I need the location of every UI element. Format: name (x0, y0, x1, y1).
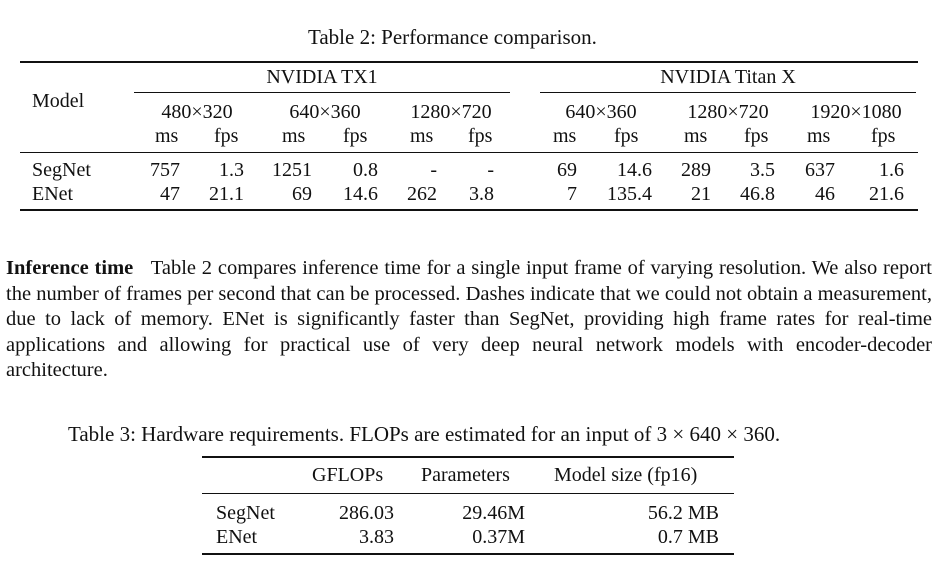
table3-header-model-size: Model size (fp16) (554, 464, 698, 486)
table2-cell: 289 (681, 159, 711, 181)
table2-unit-fps: fps (214, 125, 239, 147)
table2-unit-ms: ms (684, 125, 708, 147)
table2-unit-fps: fps (744, 125, 769, 147)
table2-cell: - (430, 159, 437, 181)
table2-top-rule (20, 61, 918, 63)
table3-cell: 0.7 MB (657, 526, 719, 548)
table3-mid-rule (202, 493, 734, 494)
table2-unit-ms: ms (807, 125, 831, 147)
table2-cell: 1251 (272, 159, 312, 181)
table2-cell: 21.6 (869, 183, 904, 205)
table3-cell: 56.2 MB (647, 502, 719, 524)
table2-res-tx1-2: 640×360 (289, 101, 361, 123)
table2-model-header: Model (32, 90, 85, 112)
table2-cell: 7 (567, 183, 577, 205)
table2-unit-ms: ms (155, 125, 179, 147)
table2-res-tx1-3: 1280×720 (410, 101, 492, 123)
table2-cell: 21.1 (209, 183, 244, 205)
table3-header-parameters: Parameters (421, 464, 510, 486)
table2-cell: 1.6 (879, 159, 904, 181)
table2-unit-ms: ms (282, 125, 306, 147)
table3-bottom-rule (202, 553, 734, 555)
table2-cell: 69 (292, 183, 312, 205)
table2-cell: 1.3 (219, 159, 244, 181)
table3-cell: 29.46M (462, 502, 525, 524)
table3-cell: 0.37M (472, 526, 525, 548)
table3-header-gflops: GFLOPs (312, 464, 384, 486)
table2-row-model: ENet (32, 183, 74, 205)
table3-row-model: SegNet (216, 502, 275, 524)
table2-res-titan-3: 1920×1080 (810, 101, 902, 123)
table2-row-model: SegNet (32, 159, 91, 181)
table2-cell: 0.8 (353, 159, 378, 181)
table2-cell: 14.6 (617, 159, 652, 181)
table2-cell: 262 (407, 183, 437, 205)
table3-row-model: ENet (216, 526, 258, 548)
table3-top-rule (202, 456, 734, 458)
table2-res-titan-1: 640×360 (565, 101, 637, 123)
table2-mid-rule (20, 152, 918, 153)
table2-cell: 14.6 (343, 183, 378, 205)
table2-unit-fps: fps (614, 125, 639, 147)
table2-bottom-rule (20, 209, 918, 211)
table3-caption: Table 3: Hardware requirements. FLOPs ar… (68, 422, 781, 446)
table2-unit-ms: ms (553, 125, 577, 147)
table2-cell: 21 (691, 183, 711, 205)
table2-cell: 46 (815, 183, 835, 205)
table2-unit-fps: fps (343, 125, 368, 147)
table3-cell: 286.03 (339, 502, 394, 524)
table2-cell: 757 (150, 159, 180, 181)
table2-device-titanx: NVIDIA Titan X (660, 66, 796, 88)
table2-cell: 47 (160, 183, 180, 205)
table2-cell: 135.4 (607, 183, 652, 205)
table2-cell: - (487, 159, 494, 181)
table2-res-titan-2: 1280×720 (687, 101, 769, 123)
table2-caption: Table 2: Performance comparison. (308, 25, 597, 49)
table2-unit-fps: fps (871, 125, 896, 147)
table2-cell: 46.8 (740, 183, 775, 205)
table2-device-rule-titanx (540, 92, 916, 93)
paragraph-body: Table 2 compares inference time for a si… (6, 257, 932, 381)
table2-cell: 637 (805, 159, 835, 181)
inference-time-paragraph: Inference time Table 2 compares inferenc… (6, 256, 932, 384)
table2-device-tx1: NVIDIA TX1 (266, 66, 378, 88)
table2-cell: 3.5 (750, 159, 775, 181)
paragraph-heading: Inference time (6, 257, 134, 279)
table2-unit-ms: ms (410, 125, 434, 147)
table2-cell: 3.8 (469, 183, 494, 205)
table2-device-rule-tx1 (134, 92, 510, 93)
table2-unit-fps: fps (468, 125, 493, 147)
table3-cell: 3.83 (359, 526, 394, 548)
table2-cell: 69 (557, 159, 577, 181)
table2-res-tx1-1: 480×320 (161, 101, 233, 123)
